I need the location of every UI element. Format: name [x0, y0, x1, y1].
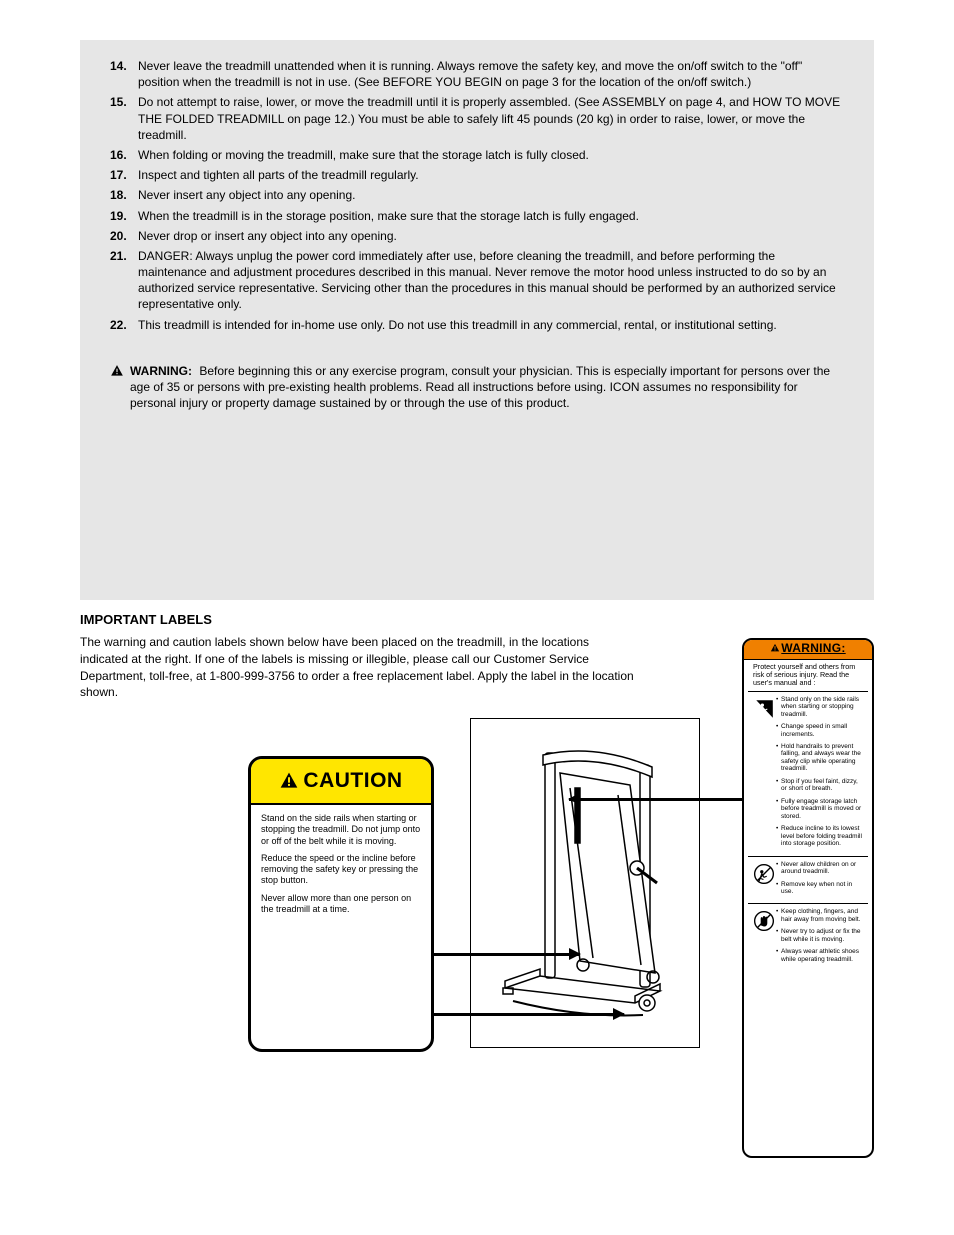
warning-body-text: Before beginning this or any exercise pr…: [130, 364, 830, 410]
precaution-item: 14.Never leave the treadmill unattended …: [110, 58, 844, 90]
warning-section: Stand only on the side rails when starti…: [748, 692, 868, 857]
caution-line: Reduce the speed or the incline before r…: [261, 853, 421, 887]
warning-item: Stop if you feel faint, dizzy, or short …: [776, 778, 864, 793]
precautions-warning-row: WARNING: Before beginning this or any ex…: [80, 355, 874, 412]
warning-item-list: Never allow children on or around treadm…: [776, 861, 864, 901]
treadmill-diagram-frame: [470, 718, 700, 1048]
warning-item: Never allow children on or around treadm…: [776, 861, 864, 876]
caution-line: Never allow more than one person on the …: [261, 893, 421, 916]
precaution-item: 17.Inspect and tighten all parts of the …: [110, 167, 844, 183]
precaution-item: 21.DANGER: Always unplug the power cord …: [110, 248, 844, 313]
warning-item: Fully engage storage latch before treadm…: [776, 798, 864, 820]
important-labels-body: The warning and caution labels shown bel…: [80, 634, 640, 701]
treadmill-folded-illustration: [485, 733, 685, 1033]
precautions-list: 14.Never leave the treadmill unattended …: [80, 40, 874, 355]
fall-icon: [752, 696, 776, 853]
alert-triangle-icon: [770, 643, 780, 653]
precaution-item: 19.When the treadmill is in the storage …: [110, 208, 844, 224]
warning-label-sticker: WARNING: Protect yourself and others fro…: [742, 638, 874, 1158]
important-labels-title: IMPORTANT LABELS: [80, 612, 212, 627]
warning-item: Change speed in small increments.: [776, 723, 864, 738]
alert-triangle-icon: [279, 771, 299, 791]
precaution-item: 18.Never insert any object into any open…: [110, 187, 844, 203]
caution-header-text: CAUTION: [303, 769, 402, 793]
warning-item: Hold handrails to prevent falling, and a…: [776, 743, 864, 773]
warning-item-list: Keep clothing, fingers, and hair away fr…: [776, 908, 864, 968]
precaution-item: 22.This treadmill is intended for in-hom…: [110, 317, 844, 333]
alert-triangle-icon: [110, 364, 124, 378]
caution-body: Stand on the side rails when starting or…: [251, 805, 431, 929]
warning-intro: Protect yourself and others from risk of…: [748, 660, 868, 692]
warning-header-text: WARNING:: [781, 641, 845, 655]
precaution-item: 20.Never drop or insert any object into …: [110, 228, 844, 244]
caution-header: CAUTION: [251, 759, 431, 805]
warning-item: Reduce incline to its lowest level befor…: [776, 825, 864, 847]
pointer-arrow: [434, 953, 580, 956]
warning-section: Never allow children on or around treadm…: [748, 857, 868, 905]
caution-line: Stand on the side rails when starting or…: [261, 813, 421, 847]
hand-icon: [752, 908, 776, 968]
warning-label-header: WARNING:: [744, 640, 872, 660]
child-icon: [752, 861, 776, 901]
precaution-item: 16.When folding or moving the treadmill,…: [110, 147, 844, 163]
warning-item: Never try to adjust or fix the belt whil…: [776, 928, 864, 943]
precaution-item: 15.Do not attempt to raise, lower, or mo…: [110, 94, 844, 143]
pointer-arrow: [569, 798, 742, 801]
warning-item: Stand only on the side rails when starti…: [776, 696, 864, 718]
warning-section: Keep clothing, fingers, and hair away fr…: [748, 904, 868, 971]
warning-item-list: Stand only on the side rails when starti…: [776, 696, 864, 853]
pointer-arrow: [434, 1013, 624, 1016]
warning-item: Remove key when not in use.: [776, 881, 864, 896]
warning-label-text: WARNING:: [130, 364, 192, 378]
warning-item: Always wear athletic shoes while operati…: [776, 948, 864, 963]
caution-badge: CAUTION Stand on the side rails when sta…: [248, 756, 434, 1052]
precautions-box: 14.Never leave the treadmill unattended …: [80, 40, 874, 600]
warning-item: Keep clothing, fingers, and hair away fr…: [776, 908, 864, 923]
